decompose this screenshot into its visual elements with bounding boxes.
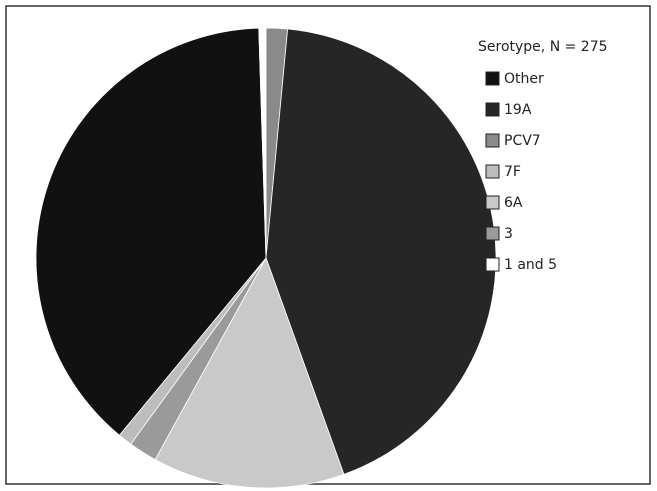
legend-label: 1 and 5 xyxy=(504,257,557,273)
legend-label: PCV7 xyxy=(504,133,541,149)
legend-swatch xyxy=(485,164,500,179)
legend-label: 3 xyxy=(504,226,513,242)
legend-label: Other xyxy=(504,71,544,87)
legend-swatch xyxy=(485,226,500,241)
legend-label: 19A xyxy=(504,102,532,118)
legend-title: Serotype, N = 275 xyxy=(478,39,608,55)
slice xyxy=(35,27,267,436)
legend-swatch xyxy=(485,257,500,272)
legend-swatch xyxy=(485,195,500,210)
slice xyxy=(154,257,345,489)
legend-swatch xyxy=(485,71,500,86)
slice xyxy=(258,27,267,259)
legend-label: 6A xyxy=(504,195,523,211)
legend-label: 7F xyxy=(504,164,521,180)
pie xyxy=(35,27,497,489)
legend-swatch xyxy=(485,102,500,117)
legend-swatch xyxy=(485,133,500,148)
